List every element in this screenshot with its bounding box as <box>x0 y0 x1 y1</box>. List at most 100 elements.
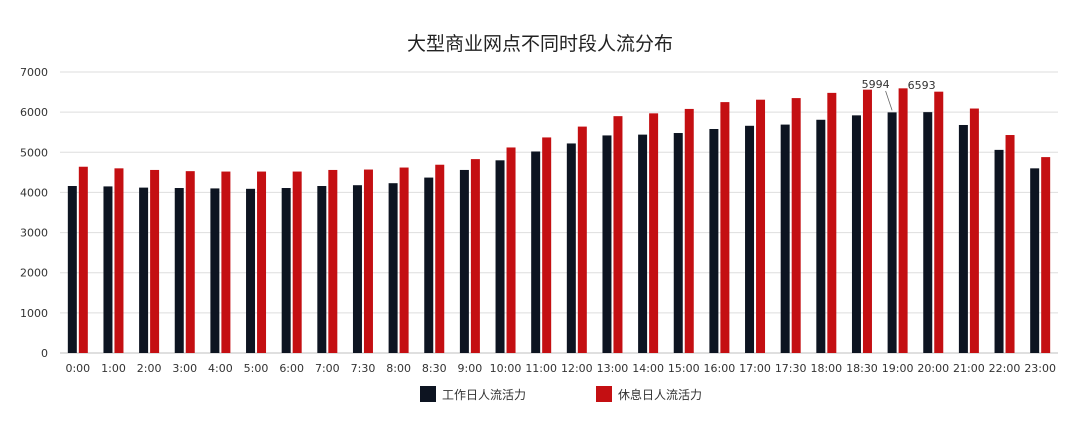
bar-workday <box>887 112 897 353</box>
bar-weekend <box>684 108 694 353</box>
bar-weekend <box>827 92 837 354</box>
bar-weekend <box>898 88 908 354</box>
y-tick-label: 3000 <box>20 227 48 240</box>
bar-workday <box>816 119 826 354</box>
bar-weekend <box>78 166 88 353</box>
data-label: 6593 <box>908 79 936 92</box>
x-tick-label: 13:00 <box>597 362 629 375</box>
x-tick-label: 21:00 <box>953 362 985 375</box>
bar-weekend <box>150 169 160 353</box>
x-tick-label: 8:30 <box>422 362 447 375</box>
bar-workday <box>673 133 683 353</box>
bar-weekend <box>613 116 623 354</box>
legend-label-workday: 工作日人流活力 <box>442 388 526 402</box>
bar-weekend <box>185 171 195 353</box>
bar-weekend <box>435 164 445 353</box>
bar-weekend <box>1005 135 1015 353</box>
x-tick-label: 18:00 <box>810 362 842 375</box>
x-tick-label: 3:00 <box>172 362 197 375</box>
x-tick-label: 10:00 <box>490 362 522 375</box>
x-tick-label: 6:00 <box>279 362 304 375</box>
x-tick-label: 8:00 <box>386 362 411 375</box>
bar-workday <box>566 143 576 353</box>
x-tick-label: 17:30 <box>775 362 807 375</box>
bar-weekend <box>969 108 979 353</box>
y-axis-ticks: 0 1000 2000 3000 4000 5000 6000 7000 <box>20 66 48 360</box>
bar-weekend <box>328 169 338 353</box>
x-tick-label: 20:00 <box>917 362 949 375</box>
bar-weekend <box>756 99 766 353</box>
bar-workday <box>602 135 612 353</box>
bar-workday <box>495 160 505 353</box>
bar-workday <box>994 149 1004 353</box>
bar-weekend <box>577 126 587 353</box>
bar-workday <box>352 185 362 353</box>
bar-weekend <box>506 147 516 353</box>
y-tick-label: 1000 <box>20 307 48 320</box>
bar-workday <box>139 187 149 353</box>
bar-weekend <box>292 171 302 353</box>
bar-workday <box>638 134 648 353</box>
legend-swatch-weekend <box>596 386 612 402</box>
x-tick-label: 0:00 <box>65 362 90 375</box>
bar-workday <box>424 177 434 353</box>
bar-workday <box>780 124 790 353</box>
bar-workday <box>709 129 719 353</box>
bar-workday <box>174 188 184 353</box>
y-tick-label: 4000 <box>20 186 48 199</box>
x-tick-label: 19:00 <box>882 362 914 375</box>
data-label: 5994 <box>862 78 890 91</box>
data-label-leader <box>885 90 893 111</box>
y-tick-label: 0 <box>41 347 48 360</box>
x-tick-label: 4:00 <box>208 362 233 375</box>
gridlines <box>60 71 1058 354</box>
x-tick-label: 22:00 <box>989 362 1021 375</box>
bar-weekend <box>542 137 552 353</box>
y-tick-label: 6000 <box>20 106 48 119</box>
bar-workday <box>851 115 861 354</box>
x-tick-label: 12:00 <box>561 362 593 375</box>
x-axis-ticks: 0:00 1:00 2:00 3:00 4:00 5:00 6:00 7:00 7:30 8:00… <box>65 362 1056 375</box>
x-tick-label: 7:00 <box>315 362 340 375</box>
bar-workday <box>210 188 220 353</box>
bar-weekend <box>1041 157 1051 353</box>
bar-weekend <box>399 167 409 353</box>
bar-weekend <box>257 171 267 353</box>
bars <box>67 88 1051 354</box>
x-tick-label: 17:00 <box>739 362 771 375</box>
bar-workday <box>246 188 256 353</box>
x-tick-label: 1:00 <box>101 362 126 375</box>
x-tick-label: 16:00 <box>704 362 736 375</box>
x-tick-label: 15:00 <box>668 362 700 375</box>
bar-weekend <box>363 169 373 353</box>
bar-weekend <box>114 168 124 353</box>
legend-label-weekend: 休息日人流活力 <box>618 387 702 402</box>
x-tick-label: 14:00 <box>632 362 664 375</box>
bar-weekend <box>791 98 801 353</box>
bar-weekend <box>221 171 231 353</box>
bar-workday <box>745 125 755 353</box>
bar-workday <box>281 188 291 353</box>
bar-workday <box>103 186 113 353</box>
x-tick-label: 11:00 <box>525 362 557 375</box>
bar-workday <box>317 186 327 353</box>
bar-weekend <box>720 102 730 353</box>
bar-workday <box>1030 168 1040 353</box>
bar-workday <box>459 169 469 353</box>
bar-weekend <box>862 89 872 354</box>
x-tick-label: 5:00 <box>244 362 269 375</box>
bar-workday <box>958 124 968 353</box>
bar-workday <box>923 112 933 354</box>
y-tick-label: 5000 <box>20 146 48 159</box>
x-tick-label: 7:30 <box>351 362 376 375</box>
annotations: 5994 6593 <box>862 78 936 111</box>
bar-weekend <box>934 91 944 354</box>
chart-title: 大型商业网点不同时段人流分布 <box>407 33 673 55</box>
x-tick-label: 18:30 <box>846 362 878 375</box>
bar-workday <box>388 183 398 353</box>
legend-swatch-workday <box>420 386 436 402</box>
y-tick-label: 2000 <box>20 267 48 280</box>
legend: 工作日人流活力 休息日人流活力 <box>420 386 702 402</box>
bar-weekend <box>470 159 480 353</box>
